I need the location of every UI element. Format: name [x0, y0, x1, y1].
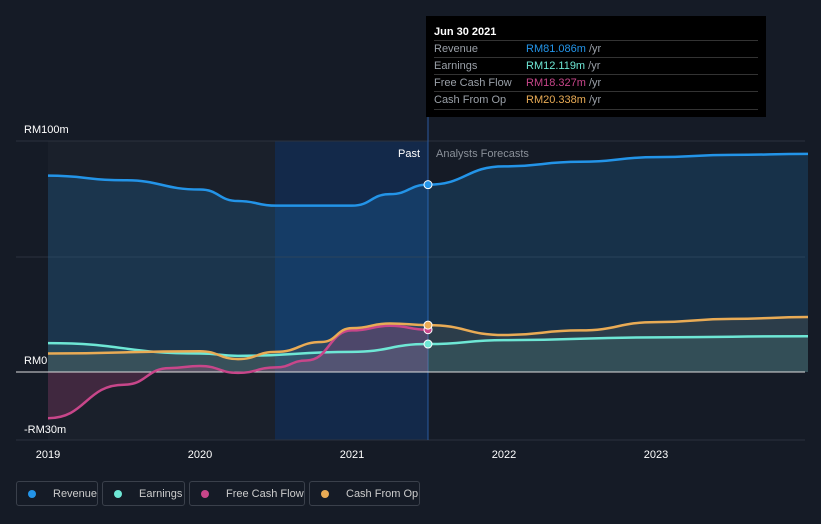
tooltip: Jun 30 2021 Revenue RM81.086m /yr Earning… — [426, 16, 766, 117]
tooltip-row-earnings: Earnings RM12.119m /yr — [434, 57, 758, 75]
x-tick-label: 2020 — [188, 449, 212, 461]
legend-earnings[interactable]: Earnings — [102, 481, 185, 506]
dot-icon — [114, 490, 122, 498]
legend-cash-from-op[interactable]: Cash From Op — [309, 481, 420, 506]
line-earnings — [47, 334, 809, 358]
past-label: Past — [398, 148, 420, 160]
x-tick-label: 2019 — [36, 449, 60, 461]
chart: RM100m RM0 -RM30m 2019 2020 2021 2022 2023 Past A… — [16, 116, 809, 461]
x-tick-label: 2021 — [340, 449, 364, 461]
line-cash-from-op — [47, 315, 809, 361]
dot-icon — [321, 490, 329, 498]
tooltip-date: Jun 30 2021 — [434, 26, 497, 38]
y-tick-label: -RM30m — [24, 424, 66, 436]
legend-free-cash-flow[interactable]: Free Cash Flow — [189, 481, 305, 506]
tooltip-row-revenue: Revenue RM81.086m /yr — [434, 40, 758, 58]
line-free-cash-flow — [47, 324, 429, 420]
y-tick-label: RM100m — [24, 124, 69, 136]
y-tick-label: RM0 — [24, 355, 47, 367]
marker-cash-from-op — [423, 320, 433, 330]
forecast-label: Analysts Forecasts — [436, 148, 529, 160]
line-revenue — [47, 152, 809, 207]
x-tick-label: 2022 — [492, 449, 516, 461]
marker-revenue — [423, 180, 433, 190]
tooltip-row-cfo: Cash From Op RM20.338m /yr — [434, 91, 758, 110]
area-revenue — [48, 153, 808, 372]
dot-icon — [28, 490, 36, 498]
dot-icon — [201, 490, 209, 498]
area-earnings — [48, 336, 808, 372]
marker-earnings — [423, 339, 433, 349]
tooltip-row-fcf: Free Cash Flow RM18.327m /yr — [434, 74, 758, 92]
past-shade-dark — [48, 141, 275, 440]
legend-revenue[interactable]: Revenue — [16, 481, 98, 506]
x-tick-label: 2023 — [644, 449, 668, 461]
